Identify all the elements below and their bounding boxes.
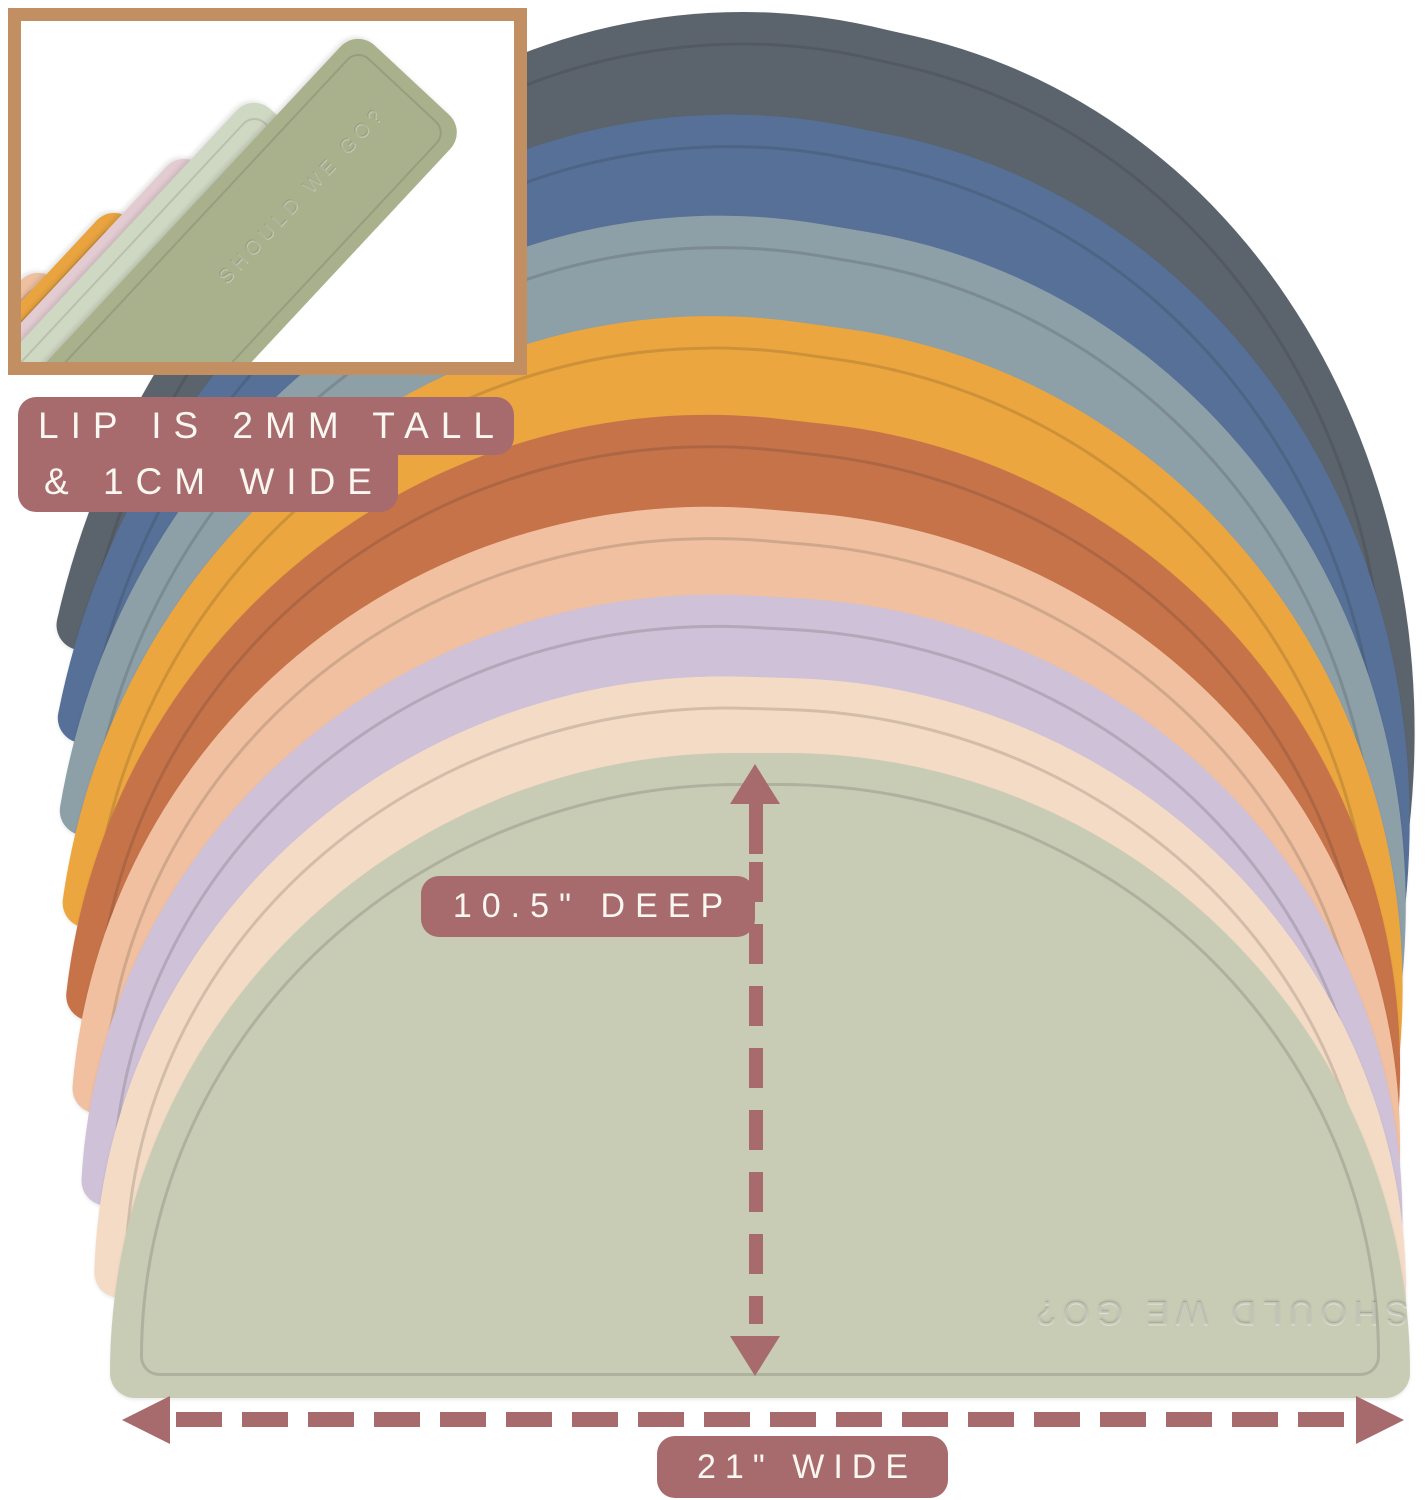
lip-detail-inset: SHOULD WE GO? SHOULD WE GO? SHOULD WE GO…	[8, 8, 527, 375]
width-arrowhead-right-icon	[1356, 1396, 1404, 1444]
embossed-brand-text: SHOULD WE GO?	[1030, 1293, 1409, 1331]
depth-arrow-stem	[749, 802, 763, 854]
lip-size-label-line2: & 1CM WIDE	[18, 451, 398, 512]
depth-dimension-label: 10.5" DEEP	[421, 876, 755, 937]
depth-arrowhead-up-icon	[730, 764, 780, 804]
depth-arrow-dashed-line	[749, 862, 763, 1324]
width-dimension-label: 21" WIDE	[657, 1436, 948, 1498]
lip-size-label-line1: LIP IS 2MM TALL	[18, 397, 514, 455]
depth-arrowhead-down-icon	[730, 1336, 780, 1376]
width-arrow-dashed-line	[176, 1412, 1352, 1427]
width-arrowhead-left-icon	[122, 1396, 170, 1444]
